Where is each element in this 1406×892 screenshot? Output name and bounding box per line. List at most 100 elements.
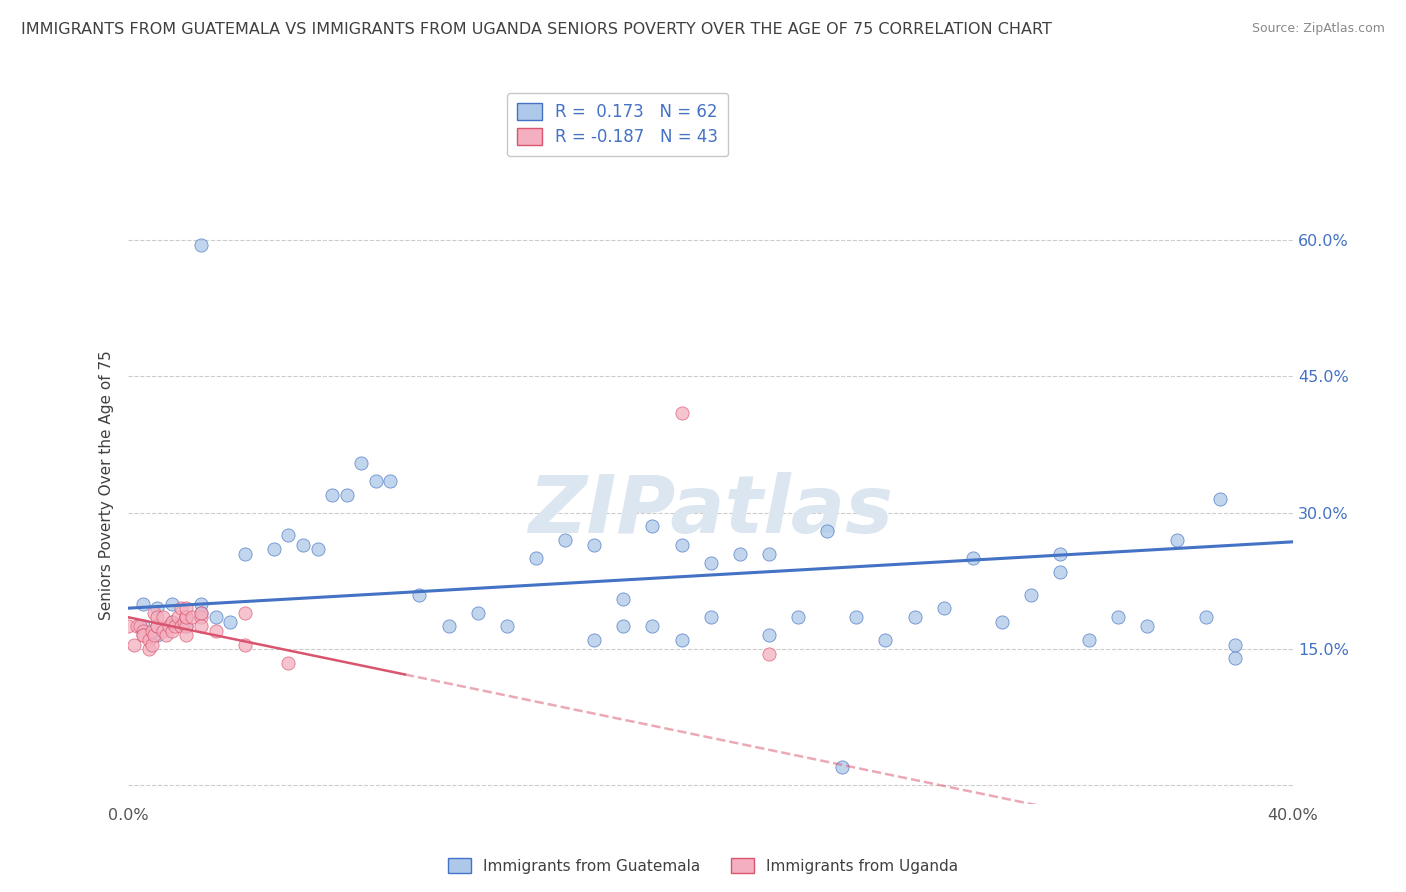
Point: [671, 632, 693, 647]
Point: [146, 628, 169, 642]
Point: [831, 760, 853, 774]
Point: [875, 632, 897, 647]
Point: [1136, 619, 1159, 633]
Point: [176, 610, 198, 624]
Point: [122, 638, 145, 652]
Point: [166, 610, 188, 624]
Point: [758, 628, 780, 642]
Point: [612, 619, 634, 633]
Point: [554, 533, 576, 547]
Point: [277, 656, 299, 670]
Point: [233, 638, 256, 652]
Point: [190, 606, 212, 620]
Point: [176, 619, 198, 633]
Point: [138, 632, 160, 647]
Point: [495, 619, 517, 633]
Point: [146, 610, 169, 624]
Point: [176, 610, 198, 624]
Point: [1166, 533, 1188, 547]
Point: [176, 610, 198, 624]
Point: [583, 537, 606, 551]
Point: [932, 601, 955, 615]
Y-axis label: Seniors Poverty Over the Age of 75: Seniors Poverty Over the Age of 75: [100, 351, 114, 620]
Point: [815, 524, 838, 538]
Point: [163, 619, 186, 633]
Point: [612, 592, 634, 607]
Point: [699, 556, 721, 570]
Point: [671, 406, 693, 420]
Point: [1223, 638, 1246, 652]
Point: [1209, 492, 1232, 507]
Point: [129, 619, 152, 633]
Point: [176, 610, 198, 624]
Point: [467, 606, 489, 620]
Point: [408, 588, 430, 602]
Point: [146, 619, 169, 633]
Point: [758, 547, 780, 561]
Point: [132, 628, 155, 642]
Point: [336, 487, 359, 501]
Point: [380, 474, 402, 488]
Point: [125, 619, 148, 633]
Point: [141, 638, 163, 652]
Point: [758, 647, 780, 661]
Point: [307, 542, 329, 557]
Point: [181, 610, 204, 624]
Point: [219, 615, 242, 629]
Point: [176, 619, 198, 633]
Point: [1078, 632, 1101, 647]
Point: [132, 619, 155, 633]
Point: [728, 547, 751, 561]
Point: [190, 597, 212, 611]
Point: [1049, 565, 1071, 579]
Point: [991, 615, 1014, 629]
Point: [437, 619, 460, 633]
Point: [169, 619, 191, 633]
Point: [903, 610, 925, 624]
Point: [132, 628, 155, 642]
Point: [176, 628, 198, 642]
Point: [152, 610, 174, 624]
Point: [641, 519, 664, 533]
Point: [132, 624, 155, 638]
Point: [141, 624, 163, 638]
Point: [263, 542, 285, 557]
Point: [1019, 588, 1042, 602]
Point: [138, 642, 160, 657]
Point: [962, 551, 984, 566]
Text: IMMIGRANTS FROM GUATEMALA VS IMMIGRANTS FROM UGANDA SENIORS POVERTY OVER THE AGE: IMMIGRANTS FROM GUATEMALA VS IMMIGRANTS …: [21, 22, 1052, 37]
Point: [1195, 610, 1218, 624]
Legend: R =  0.173   N = 62, R = -0.187   N = 43: R = 0.173 N = 62, R = -0.187 N = 43: [506, 93, 728, 156]
Point: [321, 487, 343, 501]
Point: [160, 624, 183, 638]
Point: [845, 610, 868, 624]
Point: [524, 551, 547, 566]
Point: [160, 615, 183, 629]
Point: [173, 615, 195, 629]
Point: [157, 619, 180, 633]
Point: [204, 624, 226, 638]
Point: [160, 597, 183, 611]
Point: [233, 606, 256, 620]
Point: [1223, 651, 1246, 665]
Point: [143, 628, 166, 642]
Point: [146, 601, 169, 615]
Point: [143, 606, 166, 620]
Point: [291, 537, 314, 551]
Point: [204, 610, 226, 624]
Point: [146, 619, 169, 633]
Point: [176, 601, 198, 615]
Point: [190, 606, 212, 620]
Point: [155, 628, 177, 642]
Legend: Immigrants from Guatemala, Immigrants from Uganda: Immigrants from Guatemala, Immigrants fr…: [441, 852, 965, 880]
Point: [641, 619, 664, 633]
Point: [583, 632, 606, 647]
Point: [350, 456, 373, 470]
Point: [117, 619, 139, 633]
Point: [671, 537, 693, 551]
Point: [1049, 547, 1071, 561]
Point: [132, 597, 155, 611]
Point: [169, 601, 191, 615]
Point: [233, 547, 256, 561]
Point: [190, 610, 212, 624]
